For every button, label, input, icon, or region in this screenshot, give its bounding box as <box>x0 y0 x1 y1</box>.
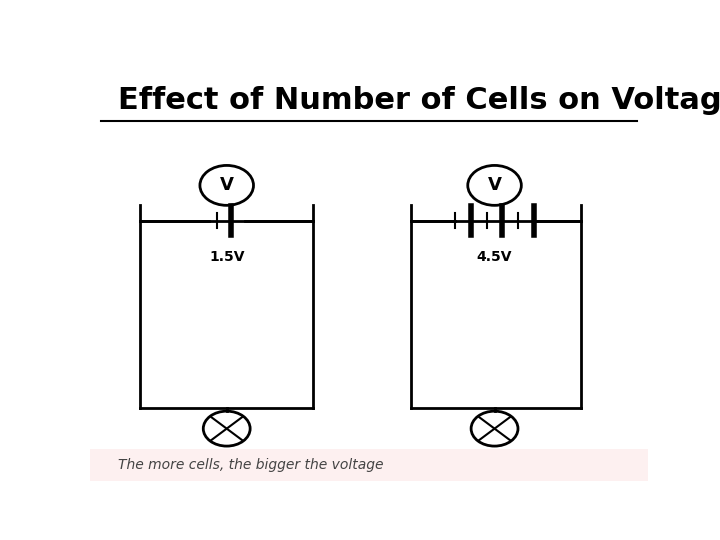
Text: V: V <box>487 177 502 194</box>
Text: 4.5V: 4.5V <box>477 250 513 264</box>
Text: 1.5V: 1.5V <box>209 250 245 264</box>
Text: Effect of Number of Cells on Voltage?: Effect of Number of Cells on Voltage? <box>118 85 720 114</box>
Text: The more cells, the bigger the voltage: The more cells, the bigger the voltage <box>118 458 383 472</box>
Text: V: V <box>220 177 234 194</box>
FancyBboxPatch shape <box>90 449 648 481</box>
